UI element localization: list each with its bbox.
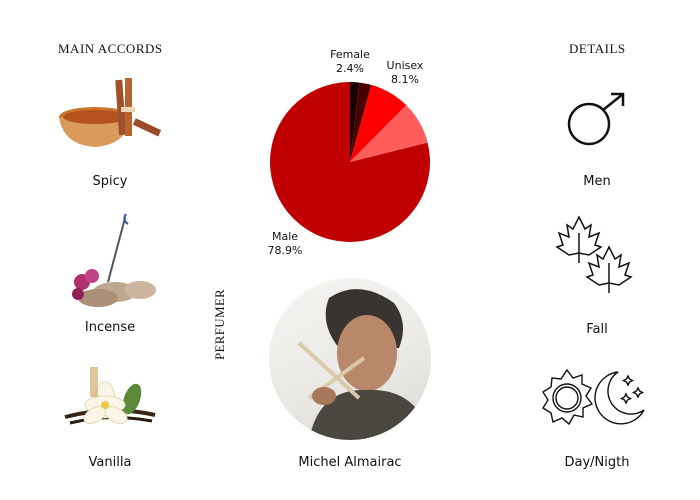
accord-label-vanilla: Vanilla <box>88 455 132 470</box>
accord-label-incense: Incense <box>84 320 136 335</box>
pie-value-male: 78.9% <box>268 244 303 257</box>
perfumer-heading: PERFUMER <box>212 288 227 360</box>
sun-moon-icon <box>542 368 645 426</box>
male-symbol-icon <box>567 92 625 146</box>
perfumer-photo <box>269 278 431 440</box>
maple-leaves-icon <box>555 215 633 293</box>
detail-label-men: Men <box>583 174 611 189</box>
main-accords-heading: MAIN ACCORDS <box>58 41 163 56</box>
detail-label-fall: Fall <box>586 322 608 337</box>
perfumer-name: Michel Almairac <box>298 455 402 470</box>
pie-value-unisex: 8.1% <box>391 73 419 86</box>
detail-label-daynight: Day/Nigth <box>564 455 630 470</box>
gender-pie-chart: Female 2.4% Unisex 8.1% Male 78.9% <box>268 48 430 257</box>
pie-slice-3 <box>350 105 428 162</box>
pie-label-male: Male <box>272 230 298 243</box>
vanilla-flower-icon <box>64 367 156 425</box>
cinnamon-icon <box>59 78 162 147</box>
pie-label-female: Female <box>330 48 370 61</box>
pie-slice-male <box>270 82 430 242</box>
details-heading: DETAILS <box>569 41 626 56</box>
pie-slice-female <box>350 82 372 162</box>
pie-value-female: 2.4% <box>336 62 364 75</box>
pie-slice-0 <box>350 82 360 162</box>
pie-slice-unisex <box>350 84 407 162</box>
incense-icon <box>72 213 156 307</box>
pie-label-unisex: Unisex <box>387 59 424 72</box>
accord-label-spicy: Spicy <box>92 174 128 189</box>
